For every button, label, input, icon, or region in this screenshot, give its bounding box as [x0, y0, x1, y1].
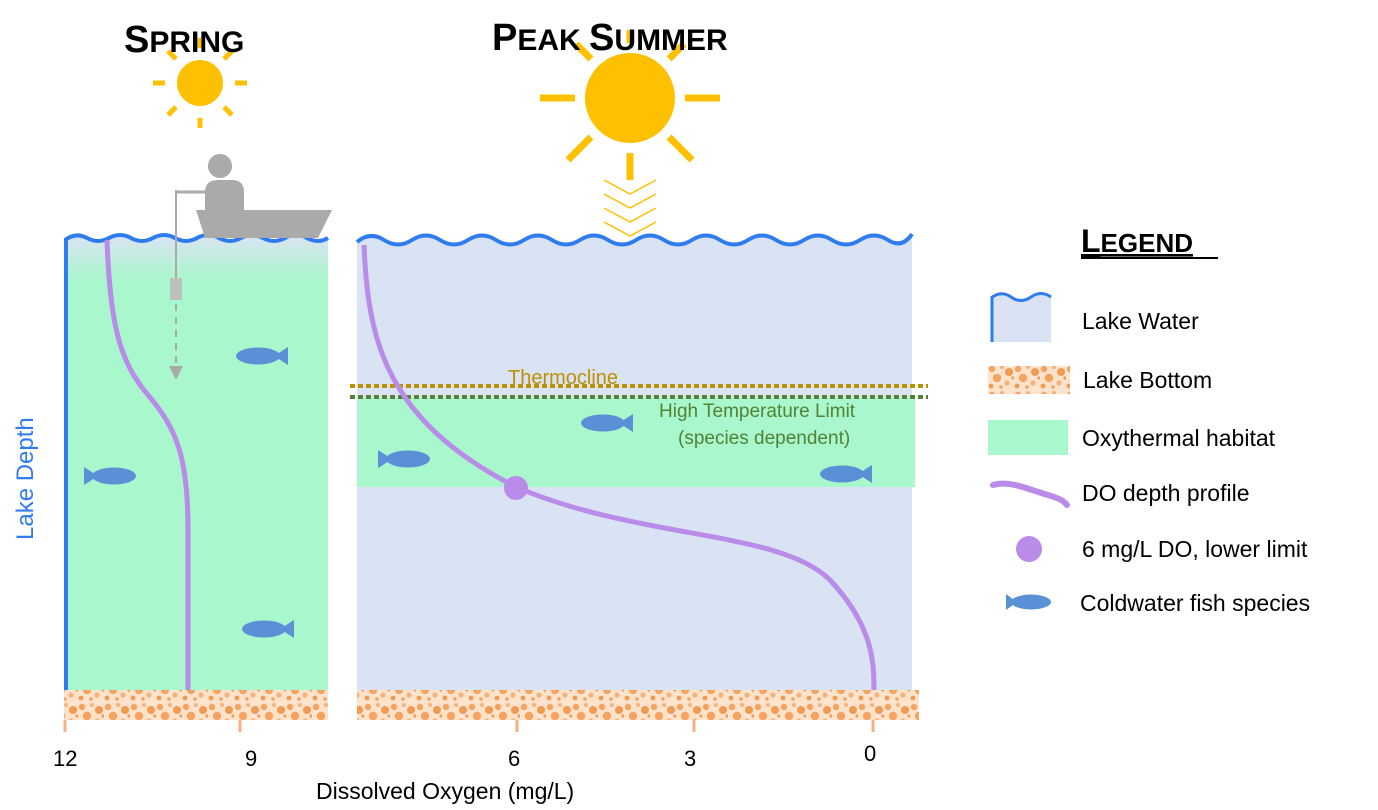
boat-icon [169, 154, 332, 380]
legend-title: LEGEND [1081, 223, 1193, 259]
legend: LEGEND Lake Water Lake Bottom Oxythermal… [988, 223, 1310, 616]
high-temperature-label: High Temperature Limit [659, 401, 856, 422]
legend-label: Coldwater fish species [1080, 590, 1310, 616]
do-lower-limit-dot [504, 476, 528, 500]
x-tick-label: 12 [53, 746, 77, 771]
curve-icon [990, 480, 1070, 508]
legend-label: Lake Bottom [1083, 367, 1212, 393]
x-tick-label: 9 [245, 746, 257, 771]
spring-do-profile [104, 239, 191, 690]
spring-lake-bottom [64, 690, 328, 720]
species-dependent-label: (species dependent) [678, 428, 850, 449]
summer-do-profile [361, 244, 877, 691]
x-tick-label: 0 [864, 741, 876, 766]
summer-lake-bottom [357, 690, 919, 720]
y-axis-label: Lake Depth [12, 417, 39, 540]
sun-icon [540, 30, 720, 237]
legend-label: 6 mg/L DO, lower limit [1082, 536, 1308, 562]
x-tick-label: 6 [508, 746, 520, 771]
spring-panel [63, 154, 332, 720]
heat-chevrons-icon [603, 179, 657, 237]
wave-icon [990, 292, 1052, 342]
summer-title: PEAK SUMMER [492, 17, 728, 59]
x-axis-ticks [63, 720, 875, 732]
thermocline-label: Thermocline [508, 367, 618, 389]
legend-label: Lake Water [1082, 308, 1199, 334]
legend-label: DO depth profile [1082, 480, 1249, 506]
summer-water-surface [355, 232, 914, 247]
x-tick-label: 3 [684, 746, 696, 771]
legend-label: Oxythermal habitat [1082, 425, 1276, 451]
sun-icon [153, 38, 247, 128]
habitat-swatch [988, 420, 1068, 455]
gravel-icon [988, 366, 1070, 394]
summer-panel [350, 232, 928, 720]
spring-water [65, 235, 328, 690]
spring-title: SPRING [124, 19, 244, 61]
x-axis-label: Dissolved Oxygen (mg/L) [316, 778, 574, 804]
fish-icon [1006, 594, 1051, 610]
dot-icon [1016, 536, 1042, 562]
